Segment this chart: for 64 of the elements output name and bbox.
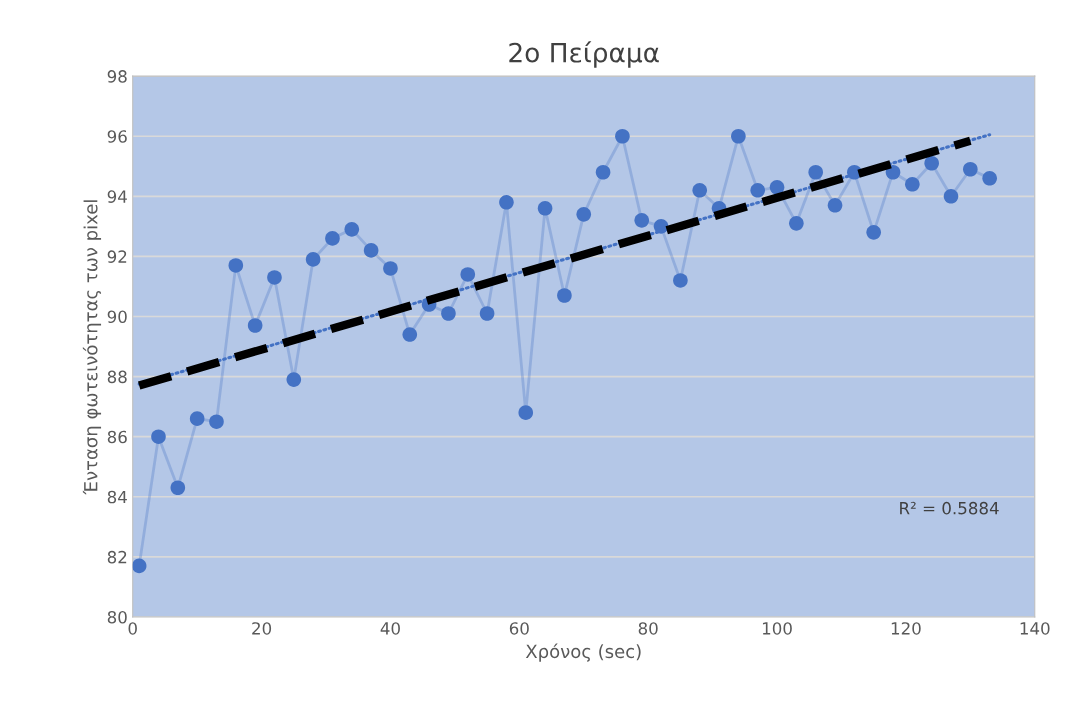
point	[750, 183, 765, 198]
point	[247, 318, 263, 333]
point	[924, 155, 939, 171]
point	[499, 195, 514, 210]
point	[885, 164, 901, 180]
point	[537, 201, 553, 216]
point	[132, 558, 147, 574]
point	[557, 288, 572, 303]
annotation: R² = 0.5884	[900, 501, 999, 515]
x-axis-title: Χρόνος (sec)	[525, 643, 641, 662]
point	[808, 164, 823, 180]
point	[441, 306, 456, 321]
point	[731, 128, 746, 144]
y-tick-label: 84	[107, 490, 127, 504]
x-tick-label: 60	[509, 622, 529, 635]
x-tick-label: 120	[891, 622, 921, 635]
point	[576, 207, 592, 222]
point	[615, 128, 630, 144]
chart-title: 2ο Πείραμα	[509, 41, 659, 68]
point	[653, 219, 669, 234]
point	[982, 170, 997, 186]
y-tick-label: 96	[107, 130, 127, 143]
point	[402, 327, 418, 342]
point	[769, 180, 785, 195]
x-tick-label: 140	[1020, 622, 1050, 635]
point	[325, 231, 340, 246]
y-tick-label: 80	[107, 610, 127, 624]
point	[518, 405, 534, 420]
point	[789, 216, 804, 231]
x-tick-label: 80	[638, 622, 658, 635]
point	[827, 198, 843, 213]
point	[595, 164, 611, 180]
point	[634, 213, 650, 228]
point	[305, 252, 321, 267]
point	[151, 429, 166, 444]
point	[963, 161, 978, 177]
x-tick-label: 0	[128, 622, 137, 635]
y-tick-label: 98	[107, 70, 127, 83]
point	[673, 273, 688, 288]
y-tick-label: 92	[107, 250, 127, 263]
y-tick-label: 90	[107, 310, 127, 324]
point	[866, 225, 881, 240]
point	[943, 189, 959, 204]
x-tick-label: 100	[762, 622, 792, 635]
y-tick-label: 86	[107, 430, 127, 444]
y-axis-title: Ένταση φωτεινότητας των pixel	[82, 200, 102, 495]
point	[228, 258, 244, 273]
point	[286, 372, 302, 387]
point	[344, 222, 360, 237]
y-tick-label: 82	[107, 550, 127, 564]
y-tick-label: 94	[107, 190, 127, 203]
point	[905, 177, 920, 192]
point	[363, 243, 379, 258]
y-tick-label: 88	[107, 370, 127, 384]
point	[189, 411, 205, 426]
point	[383, 261, 398, 276]
x-tick-label: 40	[380, 622, 400, 635]
point	[209, 414, 224, 429]
point	[460, 267, 476, 282]
point	[170, 480, 186, 496]
point	[692, 183, 708, 198]
x-tick-label: 20	[252, 622, 272, 635]
point	[479, 306, 495, 321]
point	[267, 270, 282, 285]
